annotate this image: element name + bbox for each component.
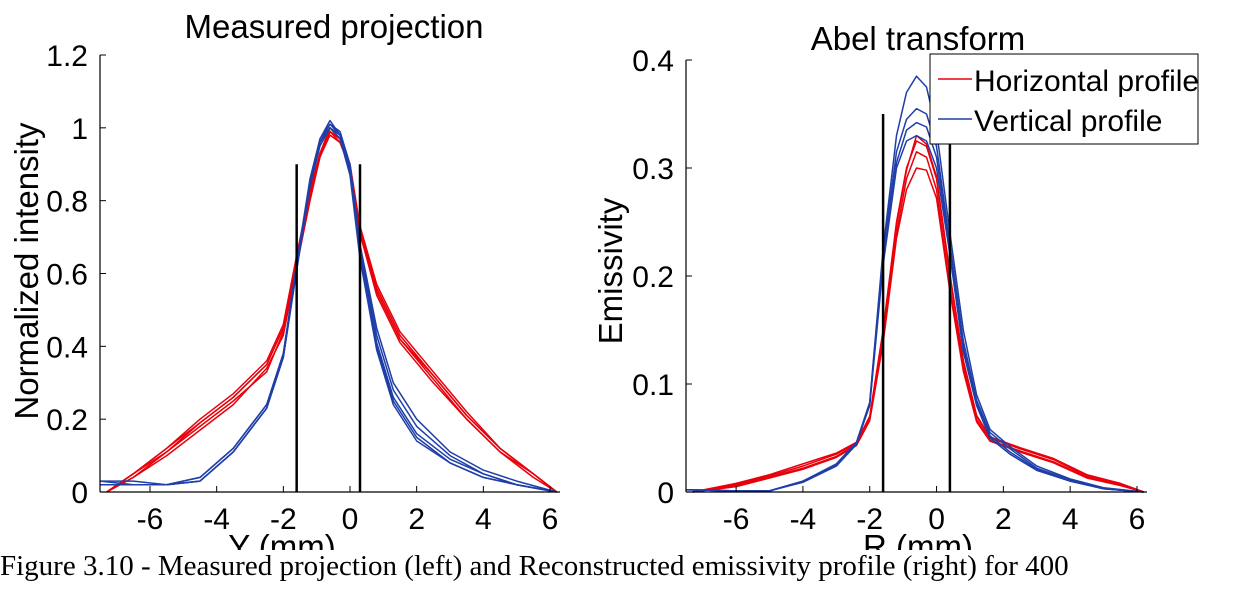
x-tick-label: 6 xyxy=(542,503,559,536)
series-line-vertical xyxy=(685,134,1144,493)
series-line-vertical xyxy=(685,75,1144,493)
plot-area: -6 -4 -2 0 2 4 6 0 0.1 0.2 0.3 0.4 xyxy=(632,45,1147,536)
x-axis-label: R (mm) xyxy=(863,528,973,550)
x-tick-label: 2 xyxy=(408,503,425,536)
y-tick-label: 0.8 xyxy=(46,186,88,219)
x-tick-label: 2 xyxy=(995,503,1012,536)
y-axis-label: Emissivity xyxy=(592,197,629,344)
legend-label-horizontal: Horizontal profile xyxy=(974,65,1199,98)
x-tick-label: -2 xyxy=(270,503,297,536)
x-tick-label: 6 xyxy=(1129,503,1146,536)
plot-area: -6 -4 -2 0 2 4 6 0 0.2 0.4 0.6 0.8 1 1.2 xyxy=(46,40,560,536)
series-line-vertical xyxy=(100,127,557,493)
y-tick-label: 0.2 xyxy=(632,261,674,294)
chart-title: Measured projection xyxy=(185,8,484,45)
y-tick-label: 0 xyxy=(657,477,674,510)
x-axis-label: Y (mm) xyxy=(228,528,336,550)
x-tick-label: 4 xyxy=(1062,503,1079,536)
x-tick-label: 0 xyxy=(928,503,945,536)
y-axis-label: Normalized intensity xyxy=(8,122,45,420)
series-line-horizontal xyxy=(692,167,1144,493)
series-line-horizontal xyxy=(692,134,1144,493)
series-line-horizontal xyxy=(106,134,558,493)
chart-right: Abel transform Emissivity R (mm) -6 -4 -2 0… xyxy=(592,20,1199,550)
series-line-horizontal xyxy=(692,151,1144,493)
y-tick-label: 1 xyxy=(71,113,88,146)
y-tick-label: 0.6 xyxy=(46,259,88,292)
series-line-vertical xyxy=(685,121,1144,493)
y-tick-label: 0.1 xyxy=(632,369,674,402)
x-tick-label: 4 xyxy=(475,503,492,536)
y-tick-label: 0.4 xyxy=(632,45,674,78)
series-line-vertical xyxy=(685,107,1144,493)
chart-title: Abel transform xyxy=(811,20,1026,57)
x-tick-label: -4 xyxy=(790,503,817,536)
y-tick-label: 0.2 xyxy=(46,404,88,437)
figure-caption: Figure 3.10 - Measured projection (left)… xyxy=(0,550,1069,582)
series-line-horizontal xyxy=(106,130,558,493)
legend: Horizontal profile Vertical profile xyxy=(929,53,1199,145)
chart-left: Measured projection Normalized intensity… xyxy=(8,8,560,550)
x-tick-label: -2 xyxy=(856,503,883,536)
x-tick-label: 0 xyxy=(342,503,359,536)
legend-box xyxy=(929,53,1199,145)
figure: Measured projection Normalized intensity… xyxy=(8,8,1199,550)
y-tick-label: 0.3 xyxy=(632,153,674,186)
x-tick-label: -6 xyxy=(137,503,164,536)
x-tick-label: -6 xyxy=(723,503,750,536)
y-tick-label: 0.4 xyxy=(46,331,88,364)
series-line-horizontal xyxy=(692,140,1144,493)
x-tick-label: -4 xyxy=(203,503,230,536)
y-tick-label: 1.2 xyxy=(46,40,88,73)
y-tick-label: 0 xyxy=(71,477,88,510)
legend-label-vertical: Vertical profile xyxy=(974,105,1162,138)
series-line-vertical xyxy=(99,123,557,493)
